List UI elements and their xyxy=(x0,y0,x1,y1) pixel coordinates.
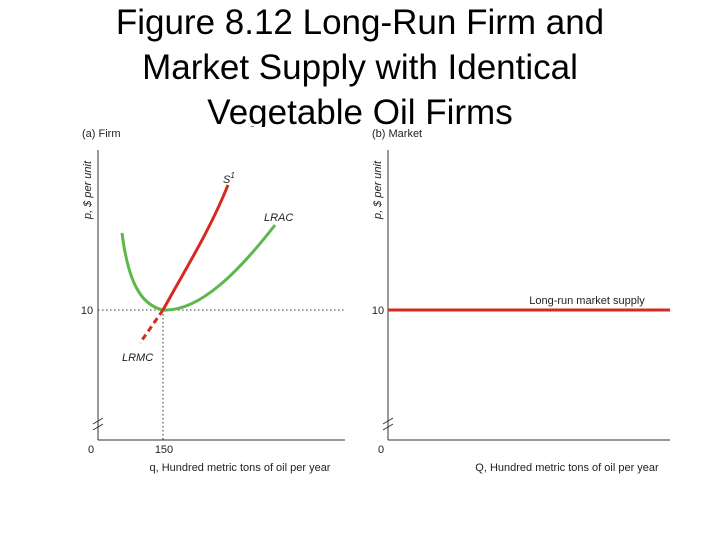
panel-label: (b) Market xyxy=(372,128,422,140)
curve-label: Long-run market supply xyxy=(529,295,645,307)
x-axis-label: q, Hundred metric tons of oil per year xyxy=(150,462,331,474)
curve-label-sup: 1 xyxy=(230,171,234,180)
supply-curve xyxy=(161,184,230,311)
origin-label: 0 xyxy=(378,444,384,456)
title-line: Market Supply with Identical xyxy=(142,48,578,87)
figure-background xyxy=(60,127,700,540)
lrmc-curve xyxy=(138,309,165,344)
lrac-curve xyxy=(120,224,277,312)
y-tick-label: 10 xyxy=(81,305,93,317)
x-tick-label: 150 xyxy=(155,444,173,456)
curve-label: LRAC xyxy=(264,212,293,224)
y-axis-label: p, $ per unit xyxy=(372,160,384,220)
title-line: Figure 8.12 Long-Run Firm and xyxy=(116,3,604,42)
axis-break xyxy=(382,417,394,431)
y-tick-label: 10 xyxy=(372,305,384,317)
y-axis-label: p, $ per unit xyxy=(82,160,94,220)
curve-label: S1 xyxy=(223,171,235,186)
panel-label: (a) Firm xyxy=(82,128,121,140)
curve-label: LRMC xyxy=(122,352,153,364)
origin-label: 0 xyxy=(88,444,94,456)
x-axis-label: Q, Hundred metric tons of oil per year xyxy=(475,462,659,474)
axis-break xyxy=(92,417,104,431)
title-line: Vegetable Oil Firms xyxy=(207,93,512,132)
curve-label-text: S xyxy=(223,174,231,186)
